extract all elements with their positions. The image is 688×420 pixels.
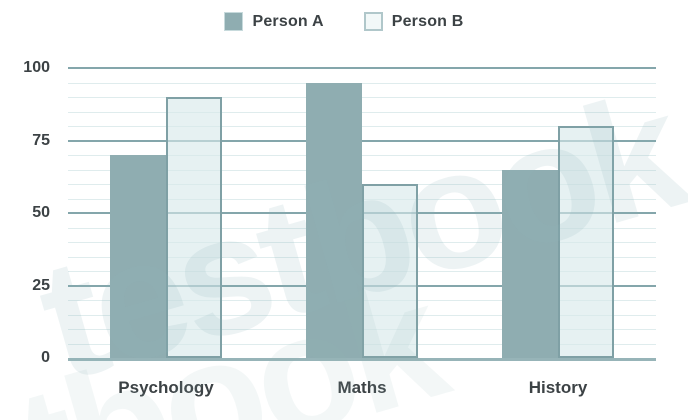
- y-tick-label-75: 75: [32, 131, 50, 149]
- x-category-label-psychology: Psychology: [118, 378, 214, 397]
- legend-label-person-b: Person B: [391, 12, 464, 30]
- legend-item-person-a: Person A: [224, 12, 324, 31]
- minor-gridline-95: [68, 82, 656, 84]
- x-axis: Psychology Maths History: [68, 374, 656, 402]
- bar-person-a-history: [502, 169, 558, 358]
- y-axis: 0 25 50 75 100: [0, 59, 56, 366]
- y-tick-label-100: 100: [23, 59, 50, 76]
- major-gridline-75: [68, 139, 656, 142]
- minor-gridline-90: [68, 97, 656, 98]
- y-tick-label-50: 50: [32, 204, 50, 221]
- x-category-label-history: History: [528, 378, 588, 397]
- x-category-label-maths: Maths: [337, 378, 387, 397]
- bar-person-b-maths: [362, 184, 418, 358]
- legend: Person A Person B: [0, 12, 688, 31]
- legend-label-person-a: Person A: [252, 12, 324, 30]
- major-gridline-100: [68, 67, 656, 69]
- minor-gridline-70: [68, 155, 656, 156]
- y-tick-label-25: 25: [32, 276, 50, 294]
- y-tick-label-0: 0: [41, 349, 50, 366]
- bar-person-a-maths: [306, 82, 362, 358]
- plot-area: [68, 67, 656, 361]
- minor-gridline-85: [68, 111, 656, 113]
- bar-person-a-psychology: [110, 155, 166, 358]
- person-a-swatch-icon: [224, 12, 244, 31]
- legend-item-person-b: Person B: [363, 12, 464, 31]
- bar-person-b-history: [558, 126, 614, 358]
- minor-gridline-80: [68, 126, 656, 127]
- bar-person-b-psychology: [166, 97, 222, 358]
- minor-gridline-65: [68, 169, 656, 171]
- person-b-swatch-icon: [363, 12, 383, 31]
